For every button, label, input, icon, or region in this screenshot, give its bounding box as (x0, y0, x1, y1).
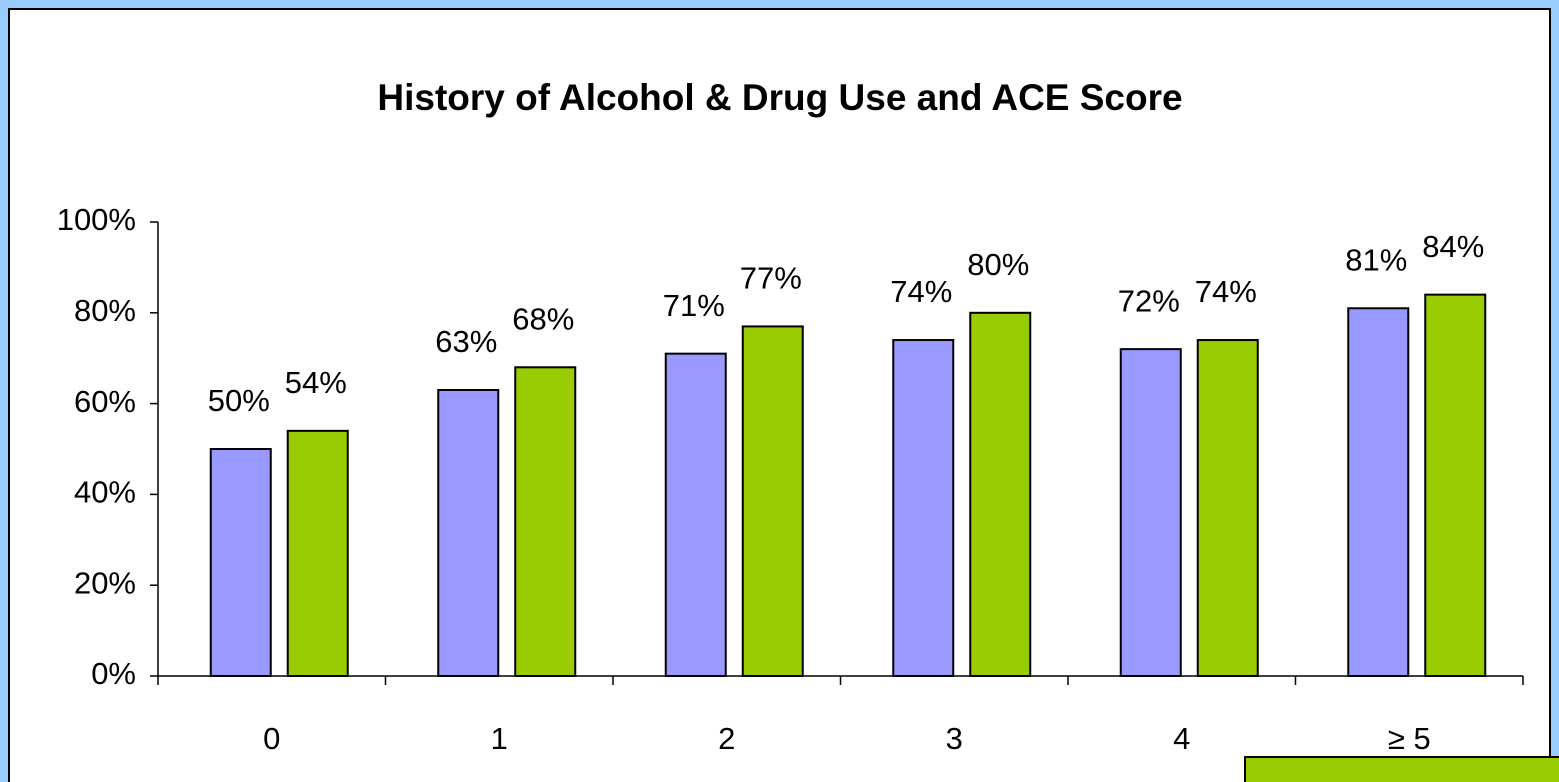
bar (514, 366, 577, 677)
value-label: 54% (285, 365, 347, 400)
bar (1119, 348, 1182, 677)
value-label: 84% (1422, 229, 1484, 264)
x-tick-label: ≥ 5 (1388, 721, 1431, 756)
y-tick-label: 80% (74, 293, 136, 328)
x-tick-label: 2 (718, 721, 735, 756)
bar (741, 325, 804, 677)
x-tick-label: 0 (263, 721, 280, 756)
legend-box (1244, 756, 1559, 782)
y-tick-label: 20% (74, 565, 136, 600)
x-tick-label: 4 (1173, 721, 1190, 756)
value-label: 81% (1345, 242, 1407, 277)
bar (1196, 339, 1259, 677)
bar (286, 429, 349, 677)
y-tick-label: 40% (74, 475, 136, 510)
value-label: 68% (512, 301, 574, 336)
bar (209, 448, 272, 677)
chart-title: History of Alcohol & Drug Use and ACE Sc… (377, 77, 1182, 118)
bar (1347, 307, 1410, 677)
x-tick-label: 3 (946, 721, 963, 756)
bar (664, 352, 727, 677)
value-label: 63% (435, 324, 497, 359)
y-tick-label: 0% (91, 656, 136, 691)
bar (1424, 293, 1487, 677)
bar (437, 388, 500, 677)
x-tick-label: 1 (491, 721, 508, 756)
value-label: 50% (208, 383, 270, 418)
bar (892, 339, 955, 677)
value-label: 74% (1195, 274, 1257, 309)
value-label: 80% (967, 247, 1029, 282)
y-tick-label: 60% (74, 384, 136, 419)
value-label: 72% (1118, 283, 1180, 318)
value-label: 77% (740, 261, 802, 296)
bar (969, 311, 1032, 677)
value-label: 74% (890, 274, 952, 309)
value-label: 71% (663, 288, 725, 323)
y-tick-label: 100% (57, 202, 136, 237)
